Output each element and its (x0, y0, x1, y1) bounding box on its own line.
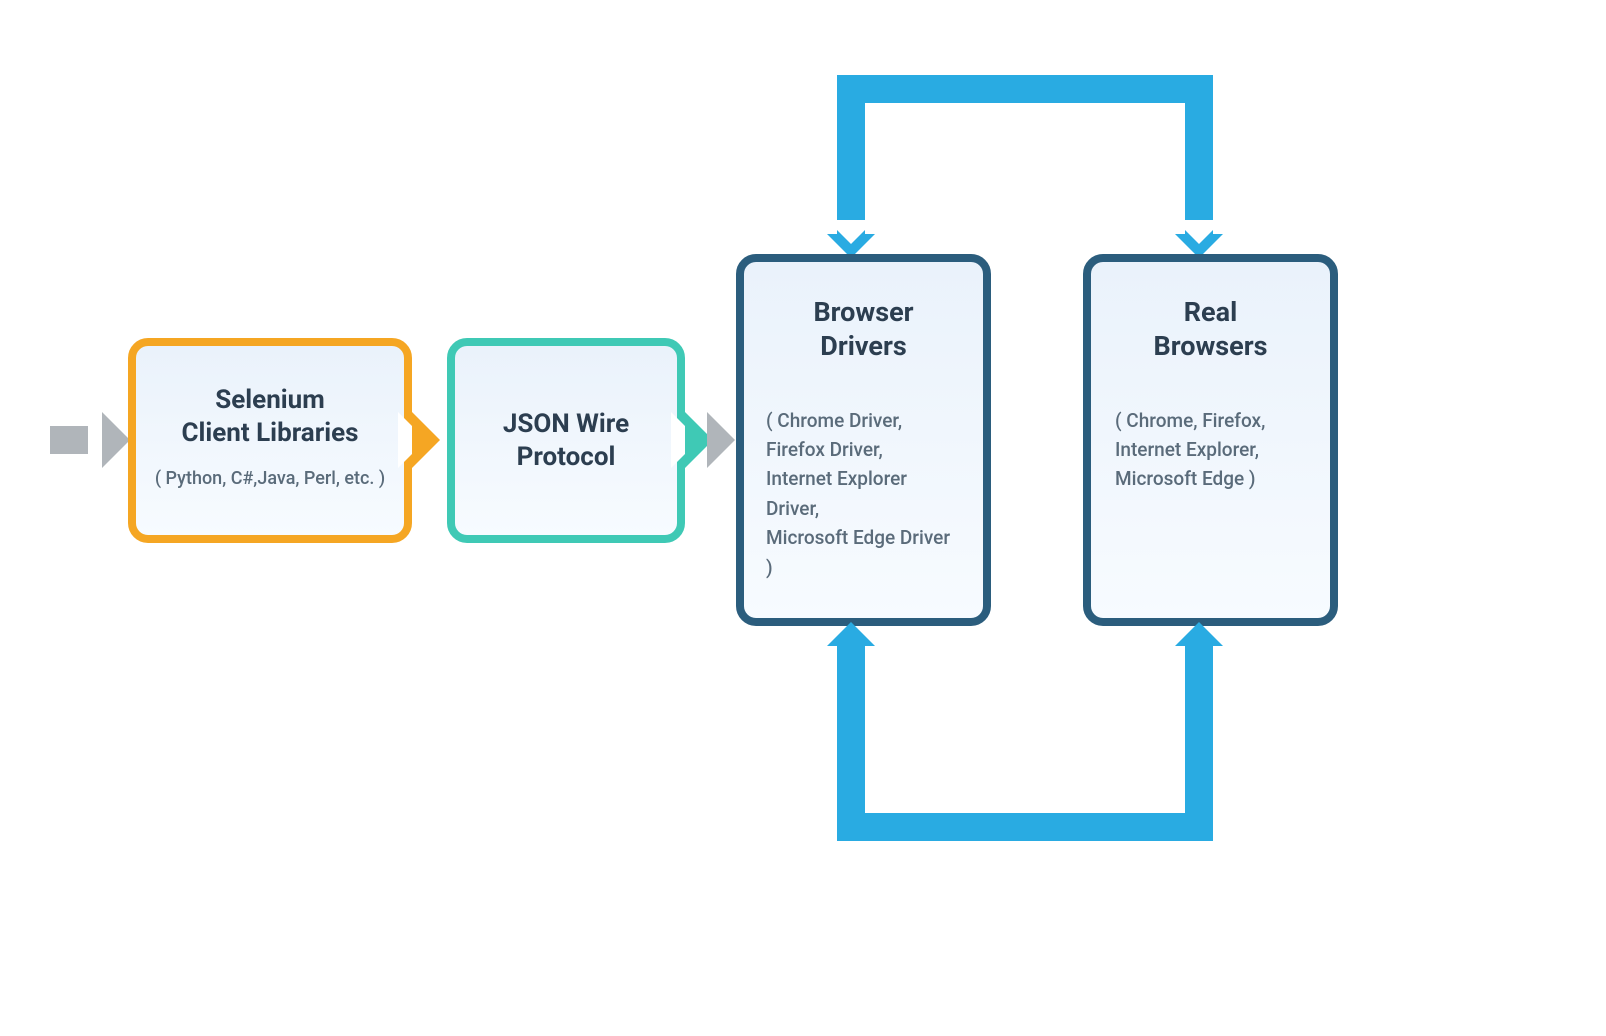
loop-top-left-arrow-notch-icon (827, 220, 875, 244)
node-browser-drivers: Browser Drivers ( Chrome Driver, Firefox… (736, 254, 991, 626)
loop-top-right-arrow-notch-icon (1175, 220, 1223, 244)
loop-bottom-left-arrow-icon (827, 622, 875, 646)
node-json-wire-protocol: JSON Wire Protocol (447, 338, 685, 543)
drivers-title-line1: Browser (813, 296, 913, 328)
browsers-sub: ( Chrome, Firefox, Internet Explorer, Mi… (1115, 406, 1306, 494)
selenium-title-line2: Client Libraries (181, 418, 358, 448)
loop-bottom-horizontal-bar (837, 813, 1213, 841)
jsonwire-title-line2: Protocol (517, 442, 616, 472)
loop-bottom-right-arrow-icon (1175, 622, 1223, 646)
loop-bottom-right-bar (1185, 646, 1213, 841)
arrow-gray2-head-icon (707, 412, 735, 468)
loop-top-horizontal-bar (837, 75, 1213, 103)
browsers-title-line1: Real (1184, 296, 1237, 328)
architecture-diagram: Selenium Client Libraries ( Python, C#,J… (0, 0, 1606, 1036)
loop-top-right-bar (1185, 75, 1213, 235)
jsonwire-title-line1: JSON Wire (503, 409, 629, 439)
drivers-title-line2: Drivers (820, 330, 906, 362)
drivers-sub: ( Chrome Driver, Firefox Driver, Interne… (766, 406, 961, 583)
arrow-orange-head-icon (412, 412, 440, 468)
selenium-title-line1: Selenium (215, 385, 325, 415)
browsers-title-line2: Browsers (1154, 330, 1268, 362)
arrow-start-head2-icon (102, 412, 130, 468)
loop-bottom-left-bar (837, 646, 865, 841)
selenium-sub: ( Python, C#,Java, Perl, etc. ) (136, 465, 404, 493)
node-selenium-client-libraries: Selenium Client Libraries ( Python, C#,J… (128, 338, 412, 543)
node-real-browsers: Real Browsers ( Chrome, Firefox, Interne… (1083, 254, 1338, 626)
